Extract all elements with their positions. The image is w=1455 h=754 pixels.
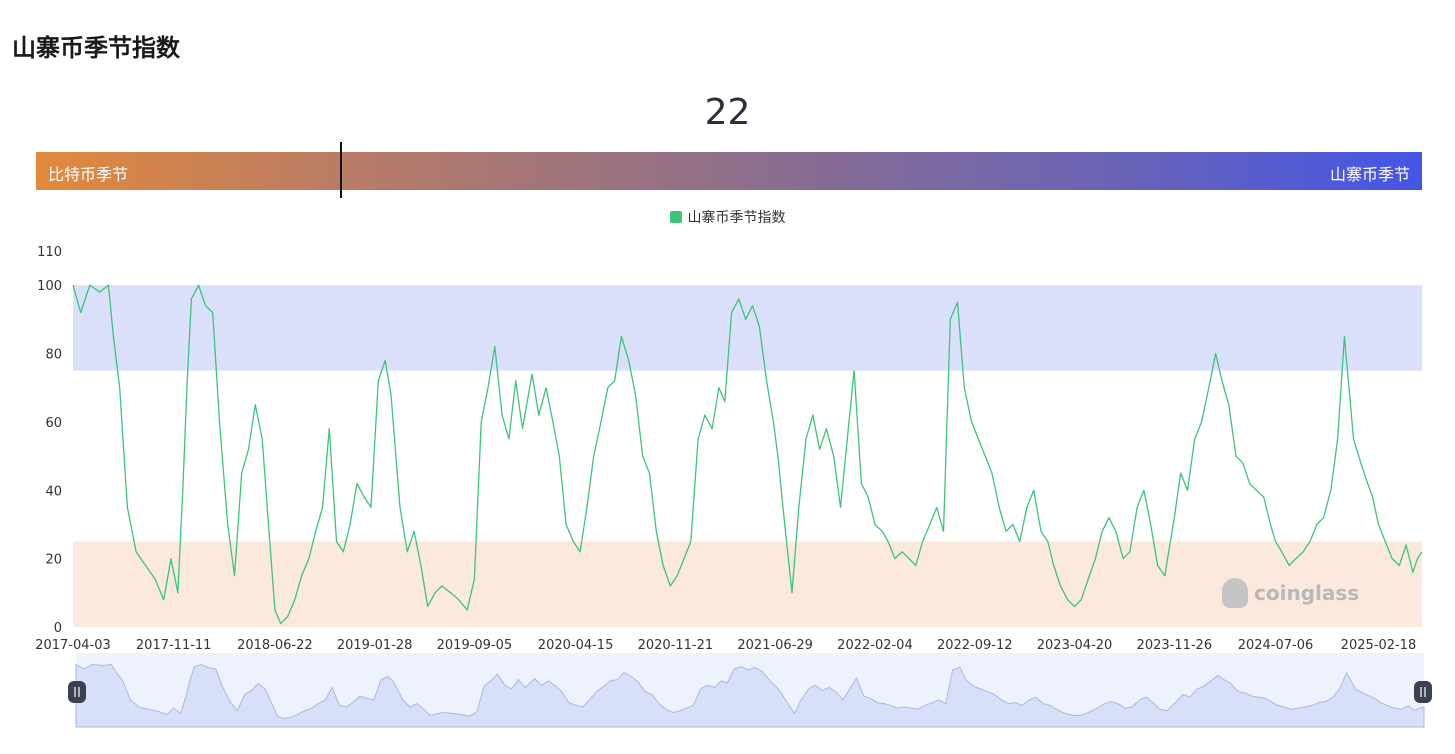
y-tick-label: 100: [37, 279, 62, 294]
season-gauge-bar: 比特币季节 山寨币季节: [36, 152, 1422, 190]
drag-handle-icon: [68, 681, 86, 703]
x-tick-label: 2021-06-29: [737, 638, 813, 653]
x-tick-label: 2024-07-06: [1238, 638, 1314, 653]
page-title: 山寨币季节指数: [12, 34, 180, 62]
x-tick-label: 2020-11-21: [638, 638, 714, 653]
zoom-handle-left[interactable]: [68, 681, 86, 703]
x-tick-label: 2022-02-04: [837, 638, 913, 653]
drag-handle-icon: [1414, 681, 1432, 703]
y-tick-label: 20: [45, 553, 62, 568]
coinglass-logo-icon: [1222, 578, 1248, 608]
x-tick-label: 2018-06-22: [237, 638, 313, 653]
coinglass-watermark: coinglass: [1222, 578, 1359, 608]
bitcoin-season-zone: [73, 541, 1422, 627]
x-tick-label: 2023-11-26: [1137, 638, 1213, 653]
watermark-text: coinglass: [1254, 581, 1360, 605]
legend-swatch-icon: [669, 211, 682, 223]
chart-legend: 山寨币季节指数: [0, 207, 1455, 227]
x-tick-label: 2017-11-11: [136, 638, 212, 653]
x-tick-label: 2019-01-28: [337, 638, 413, 653]
x-tick-label: 2023-04-20: [1037, 638, 1113, 653]
y-tick-label: 80: [45, 348, 62, 363]
y-tick-label: 0: [54, 621, 62, 636]
zoom-handle-right[interactable]: [1414, 681, 1432, 703]
current-index-value: 22: [704, 92, 751, 133]
legend-item-index[interactable]: 山寨币季节指数: [669, 207, 786, 227]
series-line-altcoin-index: [72, 284, 1423, 625]
bitcoin-season-label: 比特币季节: [48, 165, 129, 184]
x-tick-label: 2019-09-05: [437, 638, 513, 653]
x-tick-label: 2020-04-15: [538, 638, 614, 653]
legend-label: 山寨币季节指数: [687, 210, 786, 226]
x-tick-label: 2017-04-03: [35, 638, 111, 653]
y-tick-label: 40: [45, 484, 62, 499]
zoom-navigator-area: [75, 663, 1425, 728]
x-tick-label: 2022-09-12: [937, 638, 1013, 653]
x-tick-label: 2025-02-18: [1341, 638, 1417, 653]
altcoin-season-label: 山寨币季节: [1329, 165, 1410, 184]
altcoin-season-zone: [73, 285, 1422, 371]
gauge-marker: [339, 142, 342, 198]
y-tick-label: 110: [37, 245, 62, 260]
y-tick-label: 60: [45, 416, 62, 431]
